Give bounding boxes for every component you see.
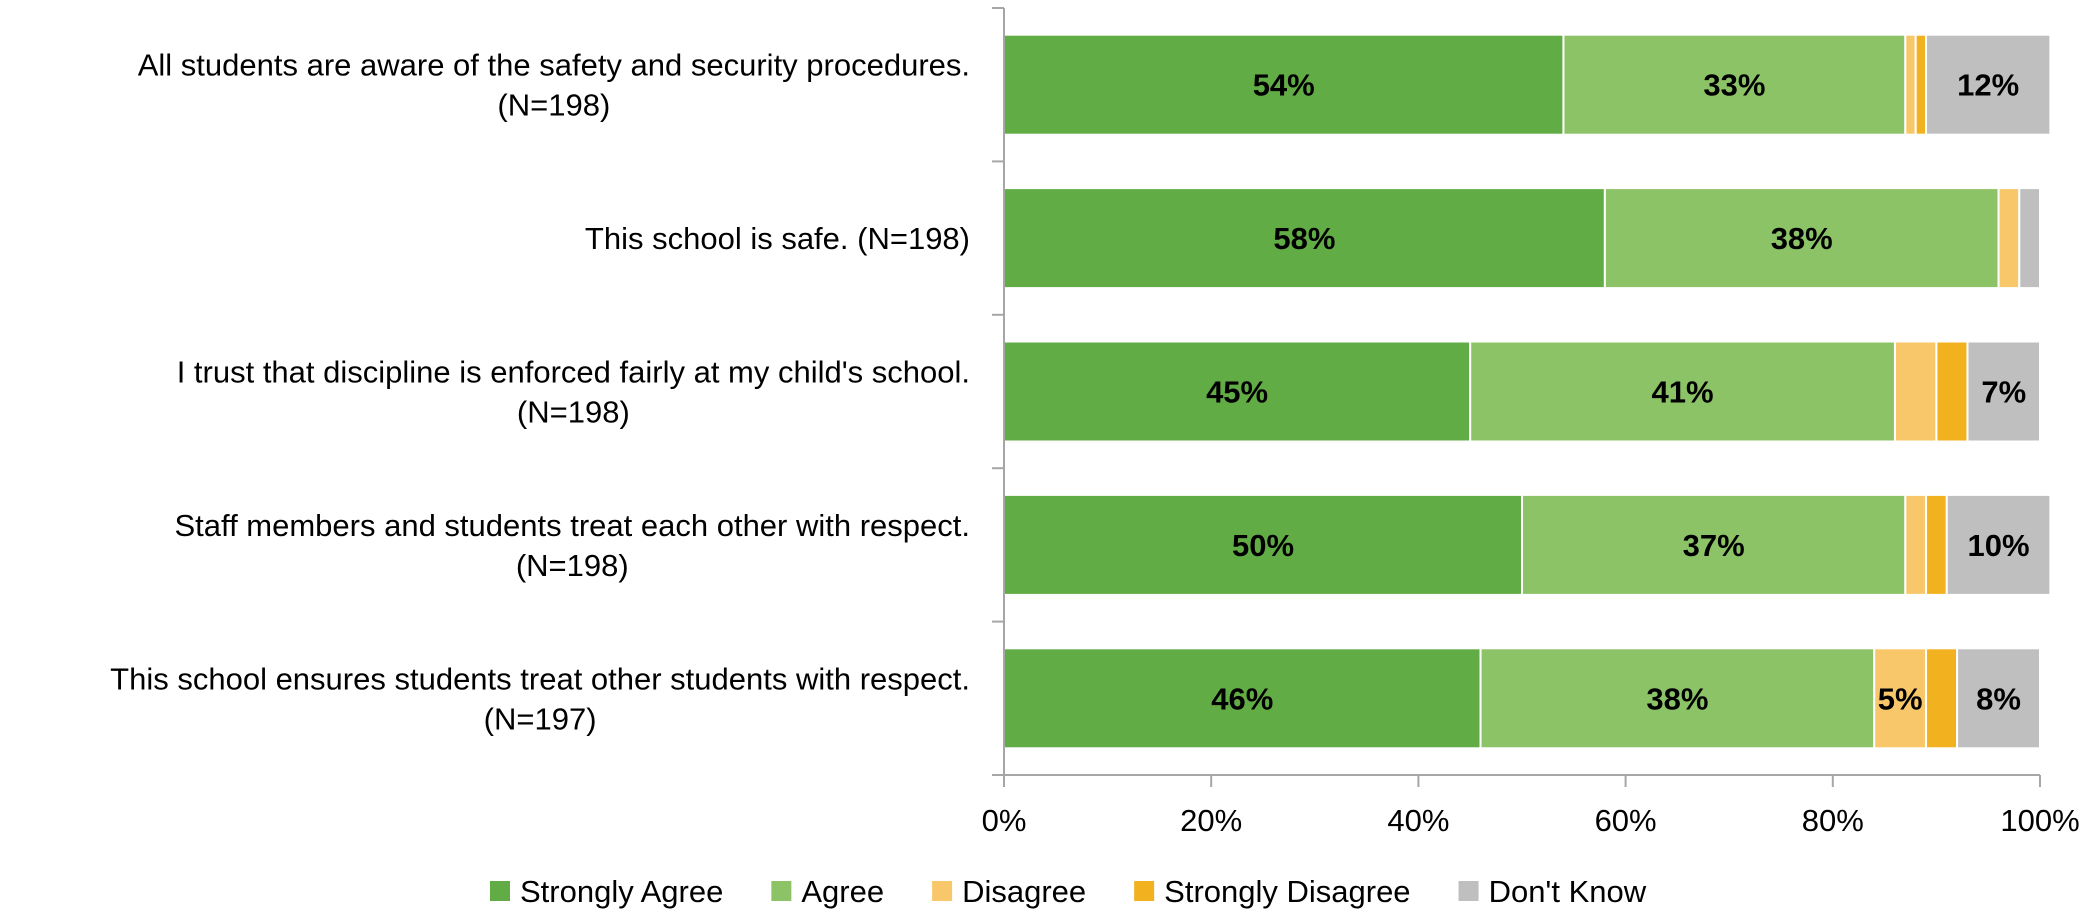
bar-segment-4-strongly-disagree bbox=[1925, 493, 1948, 596]
legend-swatch bbox=[1134, 881, 1155, 901]
data-label: 38% bbox=[1646, 681, 1708, 716]
legend-swatch bbox=[771, 881, 792, 901]
axes-group: 0% 20% 40% 60% 80% 100% bbox=[982, 7, 2080, 838]
x-tick-label: 40% bbox=[1387, 803, 1449, 838]
data-label: 7% bbox=[1981, 375, 2026, 410]
bar-segment-5-don-t-know bbox=[1956, 647, 2041, 750]
data-label: 45% bbox=[1206, 375, 1268, 410]
data-label: 58% bbox=[1273, 221, 1335, 256]
x-tick-label: 20% bbox=[1180, 803, 1242, 838]
bar-segment-1-agree bbox=[1562, 33, 1907, 136]
legend-label: Strongly Agree bbox=[520, 874, 723, 909]
bar-segment-3-don-t-know bbox=[1966, 340, 2041, 443]
bar-segment-3-strongly-disagree bbox=[1935, 340, 1969, 443]
category-label: (N=197) bbox=[484, 701, 597, 736]
legend: Strongly Agree Agree Disagree Strongly Disa… bbox=[490, 874, 1647, 909]
bar-segment-2-agree bbox=[1603, 187, 2000, 290]
data-label: 38% bbox=[1771, 221, 1833, 256]
bar-segment-2-strongly-agree bbox=[1003, 187, 1606, 290]
bar-segment-4-agree bbox=[1521, 493, 1907, 596]
bar-segment-1-strongly-agree bbox=[1003, 33, 1565, 136]
bar-segment-4-disagree bbox=[1904, 493, 1928, 596]
legend-label: Agree bbox=[801, 874, 884, 909]
legend-swatch bbox=[932, 881, 953, 901]
data-label: 10% bbox=[1968, 528, 2030, 563]
legend-label: Don't Know bbox=[1489, 874, 1647, 909]
data-label: 54% bbox=[1253, 68, 1315, 103]
x-tick-label: 80% bbox=[1802, 803, 1864, 838]
bar-segment-5-disagree bbox=[1873, 647, 1928, 750]
category-labels: All students are aware of the safety and… bbox=[110, 48, 970, 737]
bar-segment-5-agree bbox=[1479, 647, 1876, 750]
data-label: 46% bbox=[1211, 681, 1273, 716]
bar-segment-3-strongly-agree bbox=[1003, 340, 1472, 443]
x-tick-label: 60% bbox=[1595, 803, 1657, 838]
bars-group: 54% 33% 12% 58% 38% 45% 41% 7% 50% 37% 10% 46% 38% 5%… bbox=[1003, 33, 2052, 750]
bar-segment-1-don-t-know bbox=[1925, 33, 2052, 136]
legend-label: Disagree bbox=[962, 874, 1086, 909]
x-tick-label: 0% bbox=[982, 803, 1027, 838]
category-label: (N=198) bbox=[517, 395, 630, 430]
category-label: (N=198) bbox=[497, 88, 610, 123]
x-tick-label: 100% bbox=[2000, 803, 2079, 838]
bar-segment-3-agree bbox=[1469, 340, 1896, 443]
data-label: 41% bbox=[1652, 375, 1714, 410]
bar-segment-1-strongly-disagree bbox=[1914, 33, 1928, 136]
category-label: This school ensures students treat other… bbox=[110, 661, 970, 696]
bar-segment-2-don-t-know bbox=[2018, 187, 2042, 290]
legend-swatch bbox=[490, 881, 510, 901]
category-label: I trust that discipline is enforced fair… bbox=[177, 355, 970, 390]
category-label: All students are aware of the safety and… bbox=[138, 48, 970, 83]
bar-segment-5-strongly-agree bbox=[1003, 647, 1482, 750]
data-label: 37% bbox=[1683, 528, 1745, 563]
legend-label: Strongly Disagree bbox=[1164, 874, 1410, 909]
data-label: 5% bbox=[1878, 681, 1923, 716]
bar-segment-3-disagree bbox=[1893, 340, 1938, 443]
legend-swatch bbox=[1458, 881, 1479, 901]
category-label: This school is safe. (N=198) bbox=[585, 221, 970, 256]
data-label: 12% bbox=[1957, 68, 2019, 103]
category-label: Staff members and students treat each ot… bbox=[174, 508, 970, 543]
category-label: (N=198) bbox=[516, 548, 629, 583]
data-label: 8% bbox=[1976, 681, 2021, 716]
bar-segment-5-strongly-disagree bbox=[1925, 647, 1959, 750]
bar-segment-2-disagree bbox=[1997, 187, 2021, 290]
data-label: 50% bbox=[1232, 528, 1294, 563]
data-label: 33% bbox=[1703, 68, 1765, 103]
bar-segment-1-disagree bbox=[1904, 33, 1917, 136]
bar-segment-4-don-t-know bbox=[1945, 493, 2052, 596]
